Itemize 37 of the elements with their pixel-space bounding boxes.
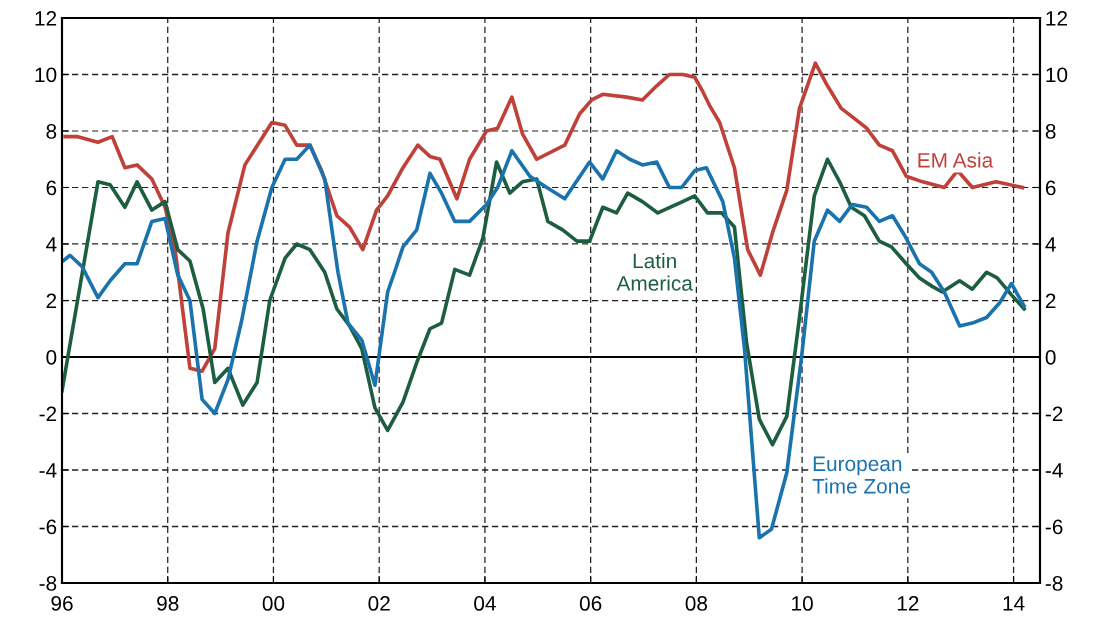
x-tick-label: 06	[579, 596, 602, 611]
line-series	[63, 61, 1025, 373]
y2-tick-label: -4	[1045, 463, 1063, 478]
line-series	[62, 143, 1026, 540]
x-tick-label: 10	[792, 596, 813, 611]
y-tick-label: 2	[46, 293, 57, 309]
y-tick-label: 4	[46, 237, 57, 252]
x-tick-label: 02	[368, 596, 390, 611]
y2-tick-label: 8	[1045, 124, 1056, 139]
series-label: EM Asia	[918, 152, 994, 168]
y-tick-label: -8	[39, 576, 57, 591]
y-tick-label: 0	[46, 350, 57, 365]
series-label: Latin America	[616, 253, 693, 291]
x-tick-label: 08	[685, 596, 708, 611]
x-tick-label: 14	[1003, 596, 1025, 611]
y-tick-label: 10	[35, 67, 57, 83]
y2-tick-label: -6	[1045, 519, 1063, 535]
x-tick-label: 04	[474, 596, 496, 611]
y2-tick-label: 12	[1046, 11, 1067, 26]
y2-tick-label: -8	[1045, 576, 1063, 591]
y2-tick-label: 2	[1045, 293, 1056, 309]
x-tick-label: 98	[157, 596, 179, 611]
x-tick-label: 12	[897, 596, 919, 611]
y-tick-label: 12	[35, 11, 57, 26]
x-tick-label: 00	[262, 596, 285, 611]
y2-tick-label: -2	[1045, 406, 1063, 422]
y2-tick-label: 10	[1046, 67, 1068, 83]
y2-tick-label: 0	[1045, 350, 1056, 365]
y-tick-label: -4	[39, 463, 57, 478]
y2-tick-label: 4	[1045, 237, 1056, 252]
y-tick-label: -6	[39, 519, 57, 535]
y2-tick-label: 6	[1045, 180, 1056, 196]
series-label: European Time Zone	[812, 456, 910, 494]
x-tick-label: 96	[51, 596, 73, 611]
y-tick-label: -2	[39, 406, 57, 422]
y-tick-label: 8	[46, 124, 57, 139]
y-tick-label: 6	[46, 180, 57, 196]
